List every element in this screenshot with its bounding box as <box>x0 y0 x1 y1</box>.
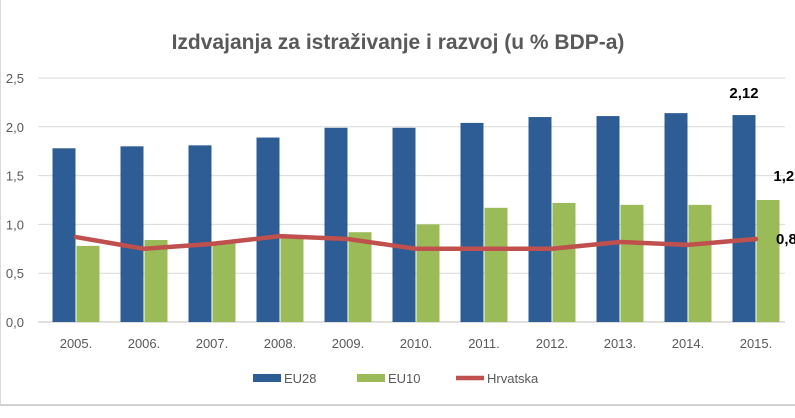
bar-eu28 <box>596 116 620 323</box>
x-tick-label: 2012. <box>536 336 569 351</box>
bar-eu28 <box>460 122 484 322</box>
x-tick-label: 2010. <box>400 336 433 351</box>
x-tick-label: 2009. <box>332 336 365 351</box>
bar-eu10 <box>484 207 508 322</box>
x-tick-label: 2014. <box>672 336 705 351</box>
y-tick-label: 1,5 <box>6 169 24 184</box>
x-tick-label: 2013. <box>604 336 637 351</box>
data-label: 0,85 <box>776 231 795 248</box>
x-tick-label: 2007. <box>196 336 229 351</box>
bar-eu28 <box>324 127 348 322</box>
y-tick-label: 1,0 <box>6 217 24 232</box>
bar-eu28 <box>528 117 552 322</box>
bar-eu28 <box>732 115 756 322</box>
bar-eu10 <box>280 237 304 322</box>
x-tick-label: 2005. <box>60 336 93 351</box>
bar-eu10 <box>212 242 236 322</box>
legend-swatch-eu28 <box>253 374 281 382</box>
y-tick-label: 2,0 <box>6 120 24 135</box>
bar-eu28 <box>392 127 416 322</box>
line-hrvatska <box>73 233 759 252</box>
x-tick-label: 2008. <box>264 336 297 351</box>
frame-border <box>0 0 1 405</box>
bar-eu10 <box>144 240 168 322</box>
bar-eu28 <box>120 146 144 322</box>
chart-title: Izdvajanja za istraživanje i razvoj (u %… <box>172 31 625 54</box>
y-tick-label: 0,0 <box>6 315 24 330</box>
y-tick-label: 0,5 <box>6 266 24 281</box>
x-tick-label: 2015. <box>740 336 773 351</box>
bar-eu28 <box>664 113 688 322</box>
legend-swatch-eu10 <box>357 374 385 382</box>
bar-eu10 <box>76 245 100 322</box>
legend-label: EU10 <box>388 371 421 386</box>
legend-label: EU28 <box>284 371 317 386</box>
bar-eu10 <box>552 202 576 322</box>
legend-label: Hrvatska <box>487 371 539 386</box>
data-label: 1,23 <box>773 168 795 185</box>
bar-eu28 <box>52 148 76 322</box>
frame-border <box>0 404 795 406</box>
data-label: 2,12 <box>729 85 758 102</box>
y-tick-label: 2,5 <box>6 71 24 86</box>
bar-eu10 <box>688 204 712 322</box>
bar-eu10 <box>756 200 780 322</box>
bar-eu10 <box>348 232 372 322</box>
x-tick-label: 2006. <box>128 336 161 351</box>
x-tick-label: 2011. <box>468 336 500 351</box>
bar-eu28 <box>256 137 280 322</box>
bar-eu10 <box>620 204 644 322</box>
bar-eu28 <box>188 145 212 322</box>
bar-eu10 <box>416 224 440 322</box>
